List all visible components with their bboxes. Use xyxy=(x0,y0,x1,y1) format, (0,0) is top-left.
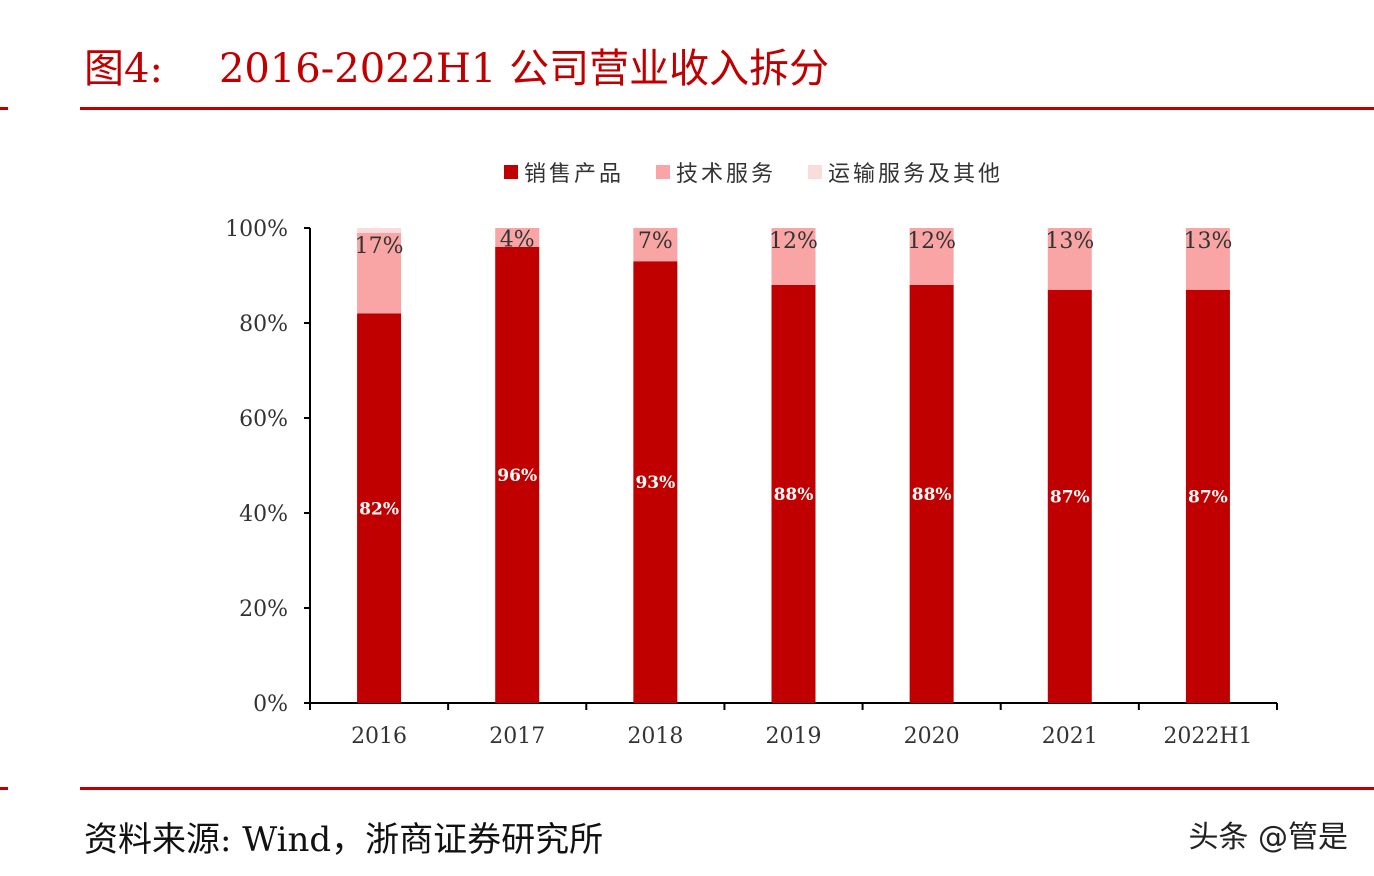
bar-segment xyxy=(771,285,816,703)
legend: 销售产品 技术服务 运输服务及其他 xyxy=(504,156,1003,188)
data-label: 88% xyxy=(912,485,952,505)
top-divider-stub xyxy=(0,107,8,110)
bar-segment xyxy=(495,247,540,703)
legend-label: 技术服务 xyxy=(676,162,777,187)
data-label: 87% xyxy=(1050,487,1090,507)
bar-segment xyxy=(909,228,954,285)
x-tick-label: 2016 xyxy=(351,724,407,749)
data-label: 13% xyxy=(1045,229,1094,254)
bar-segment xyxy=(1185,289,1230,703)
legend-item: 运输服务及其他 xyxy=(808,156,1003,188)
data-label: 88% xyxy=(774,485,814,505)
legend-label: 销售产品 xyxy=(524,162,625,187)
x-tick-label: 2018 xyxy=(627,724,683,749)
bar-segment xyxy=(771,228,816,285)
data-label: 93% xyxy=(635,473,675,493)
bar-segment xyxy=(1047,228,1092,290)
legend-item: 销售产品 xyxy=(504,156,624,188)
bottom-divider xyxy=(80,787,1374,790)
bar-segment xyxy=(357,232,402,314)
bar-segment xyxy=(495,228,540,247)
bar-segment xyxy=(357,313,402,703)
x-tick-label: 2021 xyxy=(1042,724,1098,749)
bar-segment xyxy=(909,285,954,703)
chart-title: 图4: 2016-2022H1 公司营业收入拆分 xyxy=(84,36,829,94)
data-label: 82% xyxy=(359,499,399,519)
y-tick-label: 60% xyxy=(239,407,288,432)
x-tick-label: 2020 xyxy=(904,724,960,749)
data-label: 12% xyxy=(769,229,818,254)
legend-swatch xyxy=(504,165,518,179)
figure-label: 图4: xyxy=(84,46,163,92)
y-tick-label: 0% xyxy=(253,692,288,717)
watermark: 头条 @管是 xyxy=(1188,820,1348,855)
bar-segment xyxy=(357,228,402,233)
bar-segment xyxy=(1185,228,1230,290)
data-label: 4% xyxy=(500,228,535,253)
bar-segment xyxy=(633,228,678,262)
x-tick-label: 2017 xyxy=(489,724,545,749)
data-label: 96% xyxy=(497,466,537,486)
legend-label: 运输服务及其他 xyxy=(828,162,1004,187)
y-tick-label: 100% xyxy=(225,217,288,242)
source-note: 资料来源: Wind，浙商证券研究所 xyxy=(84,820,604,860)
x-tick-label: 2019 xyxy=(766,724,822,749)
legend-swatch xyxy=(808,165,823,179)
data-label: 87% xyxy=(1188,487,1228,507)
data-label: 7% xyxy=(638,229,673,254)
title-text: 2016-2022H1 公司营业收入拆分 xyxy=(218,46,830,92)
top-divider xyxy=(80,107,1374,110)
y-tick-label: 80% xyxy=(239,312,288,337)
x-tick-label: 2022H1 xyxy=(1163,724,1252,749)
y-tick-label: 40% xyxy=(239,502,288,527)
bar-segment xyxy=(1047,289,1092,703)
legend-item: 技术服务 xyxy=(656,156,776,188)
data-label: 17% xyxy=(355,234,404,259)
bar-segment xyxy=(633,261,678,703)
data-label: 13% xyxy=(1183,229,1232,254)
data-label: 12% xyxy=(907,229,956,254)
legend-swatch xyxy=(656,165,671,179)
y-tick-label: 20% xyxy=(239,597,288,622)
bottom-divider-stub xyxy=(0,787,8,790)
